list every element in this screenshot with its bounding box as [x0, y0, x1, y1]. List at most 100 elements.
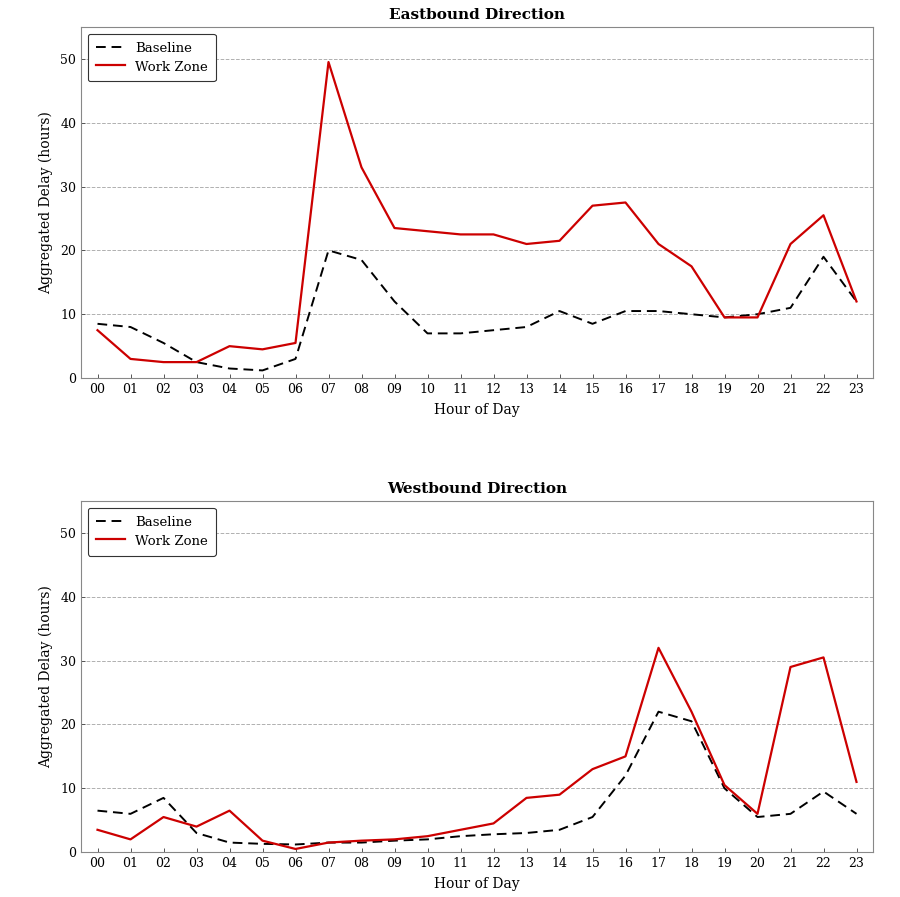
Work Zone — [785, 239, 796, 249]
Baseline — [92, 318, 103, 329]
Work Zone — [92, 325, 103, 335]
Baseline — [422, 834, 433, 845]
Work Zone — [851, 777, 862, 788]
Legend: Baseline, Work Zone: Baseline, Work Zone — [87, 508, 216, 555]
Work Zone — [389, 222, 400, 233]
Baseline — [488, 325, 499, 335]
Baseline — [125, 808, 136, 819]
Baseline — [356, 837, 367, 848]
Line: Baseline: Baseline — [97, 250, 857, 370]
Baseline — [521, 828, 532, 839]
Work Zone — [851, 296, 862, 307]
Baseline — [752, 812, 763, 823]
Baseline — [290, 353, 301, 364]
Baseline — [587, 318, 598, 329]
Baseline — [92, 806, 103, 816]
Work Zone — [521, 239, 532, 249]
Work Zone — [587, 763, 598, 774]
Baseline — [620, 306, 631, 317]
Line: Work Zone: Work Zone — [97, 62, 857, 362]
Work Zone — [785, 662, 796, 673]
Baseline — [521, 322, 532, 333]
Y-axis label: Aggregated Delay (hours): Aggregated Delay (hours) — [39, 111, 53, 294]
Baseline — [191, 828, 202, 839]
Work Zone — [719, 312, 730, 323]
Baseline — [653, 306, 664, 317]
Baseline — [752, 309, 763, 319]
Work Zone — [620, 751, 631, 762]
Work Zone — [554, 235, 565, 246]
Baseline — [686, 716, 697, 727]
Baseline — [620, 771, 631, 781]
Work Zone — [158, 357, 169, 368]
Work Zone — [620, 197, 631, 208]
Work Zone — [455, 229, 466, 239]
Baseline — [323, 837, 334, 848]
Line: Baseline: Baseline — [97, 711, 857, 844]
Work Zone — [653, 642, 664, 653]
X-axis label: Hour of Day: Hour of Day — [434, 403, 520, 417]
Baseline — [851, 808, 862, 819]
Baseline — [851, 296, 862, 307]
Baseline — [257, 365, 268, 376]
Work Zone — [686, 706, 697, 717]
Baseline — [488, 829, 499, 840]
Baseline — [818, 786, 829, 797]
Baseline — [158, 792, 169, 803]
Baseline — [653, 706, 664, 717]
Baseline — [125, 322, 136, 333]
Baseline — [785, 808, 796, 819]
Work Zone — [224, 341, 235, 352]
Baseline — [323, 245, 334, 256]
Work Zone — [224, 806, 235, 816]
Work Zone — [389, 834, 400, 845]
Title: Eastbound Direction: Eastbound Direction — [389, 7, 565, 22]
Work Zone — [818, 652, 829, 663]
Work Zone — [356, 835, 367, 846]
Baseline — [554, 306, 565, 317]
Baseline — [191, 357, 202, 368]
Work Zone — [455, 824, 466, 835]
Baseline — [389, 296, 400, 307]
Baseline — [686, 309, 697, 319]
Baseline — [257, 839, 268, 849]
Baseline — [158, 337, 169, 348]
Baseline — [719, 312, 730, 323]
Baseline — [356, 255, 367, 266]
Work Zone — [290, 843, 301, 854]
Work Zone — [587, 200, 598, 211]
Work Zone — [422, 226, 433, 237]
Work Zone — [488, 818, 499, 829]
Baseline — [719, 783, 730, 794]
Work Zone — [290, 337, 301, 348]
Legend: Baseline, Work Zone: Baseline, Work Zone — [87, 33, 216, 82]
Baseline — [389, 835, 400, 846]
Baseline — [455, 831, 466, 841]
Work Zone — [125, 834, 136, 845]
Work Zone — [158, 812, 169, 823]
Work Zone — [719, 779, 730, 790]
Baseline — [455, 328, 466, 339]
Baseline — [554, 824, 565, 835]
Work Zone — [191, 357, 202, 368]
Work Zone — [323, 57, 334, 67]
Work Zone — [488, 229, 499, 239]
Work Zone — [92, 824, 103, 835]
Work Zone — [653, 239, 664, 249]
Work Zone — [323, 837, 334, 848]
Baseline — [422, 328, 433, 339]
Work Zone — [554, 789, 565, 800]
Work Zone — [422, 831, 433, 841]
Work Zone — [125, 353, 136, 364]
Work Zone — [521, 792, 532, 803]
Title: Westbound Direction: Westbound Direction — [387, 482, 567, 496]
Work Zone — [191, 822, 202, 832]
Baseline — [785, 302, 796, 313]
Y-axis label: Aggregated Delay (hours): Aggregated Delay (hours) — [39, 585, 53, 768]
X-axis label: Hour of Day: Hour of Day — [434, 877, 520, 891]
Work Zone — [686, 261, 697, 272]
Work Zone — [752, 312, 763, 323]
Line: Work Zone: Work Zone — [97, 648, 857, 849]
Work Zone — [356, 162, 367, 173]
Baseline — [818, 251, 829, 262]
